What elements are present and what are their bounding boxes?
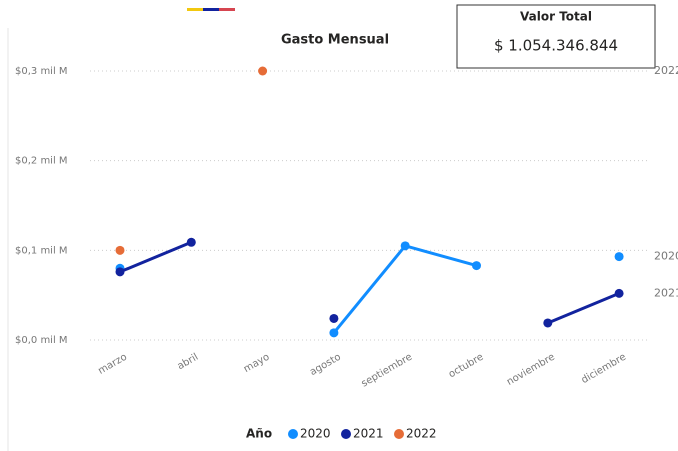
point bbox=[115, 267, 125, 277]
x-tick-label: septiembre bbox=[360, 352, 415, 390]
point bbox=[400, 241, 410, 251]
point bbox=[614, 252, 624, 262]
x-tick-label: agosto bbox=[308, 352, 343, 378]
x-tick-label: abril bbox=[176, 352, 201, 373]
card-title: Valor Total bbox=[520, 10, 592, 24]
x-tick-label: noviembre bbox=[505, 352, 557, 388]
x-tick-label: marzo bbox=[96, 352, 129, 377]
point bbox=[614, 288, 624, 298]
decoration bbox=[219, 8, 235, 11]
legend-title: Año bbox=[246, 427, 272, 441]
legend-marker bbox=[341, 429, 351, 439]
decoration bbox=[203, 8, 219, 11]
series-end-label: 2020 bbox=[654, 250, 678, 263]
x-tick-label: mayo bbox=[242, 352, 272, 375]
legend-label: 2020 bbox=[300, 427, 331, 441]
chart-title: Gasto Mensual bbox=[281, 33, 389, 48]
point bbox=[329, 313, 339, 323]
y-tick-label: $0,1 mil M bbox=[15, 245, 68, 256]
legend-marker bbox=[288, 429, 298, 439]
card-value: $ 1.054.346.844 bbox=[494, 37, 618, 55]
series-end-label: 2021 bbox=[654, 286, 678, 299]
point bbox=[543, 318, 553, 328]
legend-label: 2022 bbox=[406, 427, 437, 441]
x-tick-label: diciembre bbox=[580, 352, 629, 386]
point bbox=[329, 328, 339, 338]
point bbox=[258, 66, 268, 76]
y-tick-label: $0,0 mil M bbox=[15, 335, 68, 346]
y-tick-label: $0,3 mil M bbox=[15, 66, 68, 77]
point bbox=[472, 261, 481, 271]
series-end-label: 2022 bbox=[654, 64, 678, 77]
legend-label: 2021 bbox=[353, 427, 384, 441]
legend-marker bbox=[394, 429, 404, 439]
y-tick-label: $0,2 mil M bbox=[15, 156, 68, 167]
x-tick-label: octubre bbox=[447, 352, 486, 381]
point bbox=[186, 237, 196, 247]
line bbox=[334, 246, 619, 333]
point bbox=[115, 245, 125, 255]
card bbox=[456, 4, 656, 69]
decoration bbox=[187, 8, 203, 11]
line bbox=[119, 240, 620, 325]
